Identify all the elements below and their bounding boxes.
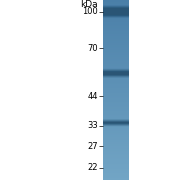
Text: 44: 44 [88,92,98,101]
Text: 100: 100 [82,7,98,16]
Text: 70: 70 [87,44,98,53]
Text: 27: 27 [87,142,98,151]
Text: 33: 33 [87,121,98,130]
Text: 22: 22 [88,163,98,172]
Text: kDa: kDa [80,0,98,9]
